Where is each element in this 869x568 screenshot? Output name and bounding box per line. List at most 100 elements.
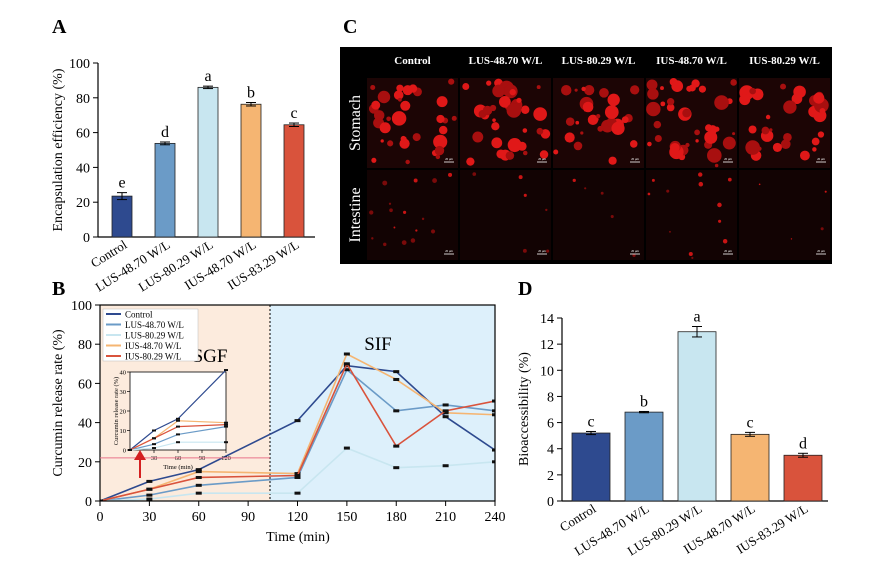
d-y-ticks: 0 2 4 6 8 10 12 14 xyxy=(540,312,562,510)
micrograph-particle xyxy=(448,78,455,85)
b-data-point xyxy=(442,415,449,419)
b-x-tick-label: 30 xyxy=(142,510,156,525)
sif-zone xyxy=(270,305,495,501)
micrograph-particle xyxy=(421,217,425,221)
red-arrow xyxy=(134,450,146,478)
micrograph-particle xyxy=(412,133,421,142)
micrograph-particle xyxy=(646,79,658,91)
micrograph-particle xyxy=(545,208,548,212)
micrograph-particle xyxy=(666,98,675,106)
inset-data-point xyxy=(152,437,156,440)
micrograph-particle xyxy=(819,108,826,114)
micrograph-particle xyxy=(698,172,703,177)
micrograph-particle xyxy=(722,136,736,150)
b-y-tick-label: 80 xyxy=(78,338,92,353)
d-significance-letter: c xyxy=(746,414,753,431)
micrograph-particle xyxy=(765,114,771,120)
d-significance-letter: c xyxy=(587,413,594,430)
panel-c-label: C xyxy=(343,16,357,38)
micrograph-particle xyxy=(396,84,404,92)
a-y-tick-label: 20 xyxy=(76,196,90,211)
micrograph-particle xyxy=(489,104,497,112)
b-x-tick-label: 180 xyxy=(386,510,407,525)
micrograph-particle xyxy=(415,229,418,232)
micrograph-particle xyxy=(492,118,496,122)
micrograph-particle xyxy=(400,100,411,111)
micrograph-particle xyxy=(629,140,638,148)
d-y-tick-label: 4 xyxy=(547,443,554,458)
micrograph-particle xyxy=(790,238,793,240)
micrograph-particle xyxy=(573,141,583,151)
column-header: Control xyxy=(394,55,430,67)
b-data-point xyxy=(195,483,202,487)
b-x-tick-label: 240 xyxy=(485,510,506,525)
column-header: IUS-80.29 W/L xyxy=(749,55,820,67)
a-bar xyxy=(197,86,219,238)
b-data-point xyxy=(100,499,103,501)
scale-bar-label: 20 μm xyxy=(631,157,639,161)
micrograph-particle xyxy=(518,175,523,180)
d-significance-letter: b xyxy=(640,393,648,410)
b-y-tick-label: 100 xyxy=(71,299,92,314)
inset-series-line xyxy=(129,424,227,451)
micrograph-particle xyxy=(402,85,413,96)
column-header: LUS-80.29 W/L xyxy=(562,55,636,67)
micrograph-particle xyxy=(584,84,595,96)
b-x-axis-label: Time (min) xyxy=(266,530,330,545)
micrograph-cell xyxy=(553,170,644,260)
b-data-point xyxy=(393,377,400,381)
b-data-point xyxy=(195,470,202,474)
micrograph-particle xyxy=(472,131,484,143)
b-y-axis-label: Curcumin release rate (%) xyxy=(51,329,66,477)
a-bar xyxy=(111,195,133,238)
b-data-point xyxy=(195,491,202,495)
micrograph-particle xyxy=(433,134,448,149)
a-bar xyxy=(240,103,262,238)
b-legend-entry: IUS-48.70 W/L xyxy=(125,341,181,351)
micrograph-cell xyxy=(460,170,551,260)
micrograph-particle xyxy=(539,150,549,159)
micrograph-particle xyxy=(575,120,580,125)
micrograph-particle xyxy=(492,84,505,98)
a-significance-letter: e xyxy=(118,175,125,192)
a-significance-letter: a xyxy=(204,68,211,85)
inset-series xyxy=(128,369,228,451)
micrograph-particle xyxy=(596,113,601,119)
b-data-point xyxy=(492,448,495,452)
micrograph-particle xyxy=(780,139,791,150)
micrograph-particle xyxy=(580,131,584,135)
b-data-point xyxy=(393,466,400,470)
micrograph-particle xyxy=(783,100,797,114)
inset-series-line xyxy=(129,441,226,451)
micrograph-particle xyxy=(608,156,617,165)
micrograph-particle xyxy=(739,94,751,106)
b-data-point xyxy=(195,468,202,472)
micrograph-particle xyxy=(604,105,619,119)
micrograph-particle xyxy=(670,143,680,153)
a-significance-letter: d xyxy=(161,124,169,141)
micrograph-particle xyxy=(621,116,629,124)
micrograph-particle xyxy=(369,210,374,215)
micrograph-particle xyxy=(669,230,671,233)
micrograph-particle xyxy=(521,105,530,114)
d-bar xyxy=(783,454,823,502)
d-y-tick-label: 8 xyxy=(547,390,554,405)
b-legend-entry: IUS-80.29 W/L xyxy=(125,352,181,362)
inset-ticks: 30 60 90 120 0 10 20 30 40 xyxy=(120,370,231,463)
micrograph-particle xyxy=(607,93,620,106)
micrograph-particle xyxy=(597,125,604,132)
micrograph-particle xyxy=(371,237,374,240)
d-significance-letter: a xyxy=(693,308,700,325)
inset-y-tick-label: 20 xyxy=(120,409,127,416)
micrograph-particle xyxy=(630,85,640,95)
b-x-tick-label: 60 xyxy=(192,510,206,525)
micrograph-particle xyxy=(405,159,410,165)
b-series-group xyxy=(100,352,495,501)
b-data-point xyxy=(343,362,350,366)
micrograph-particle xyxy=(498,95,511,108)
micrograph-particle xyxy=(714,95,729,110)
b-data-point xyxy=(195,475,202,479)
micrograph-cell xyxy=(646,170,737,260)
micrograph-particle xyxy=(522,150,528,156)
